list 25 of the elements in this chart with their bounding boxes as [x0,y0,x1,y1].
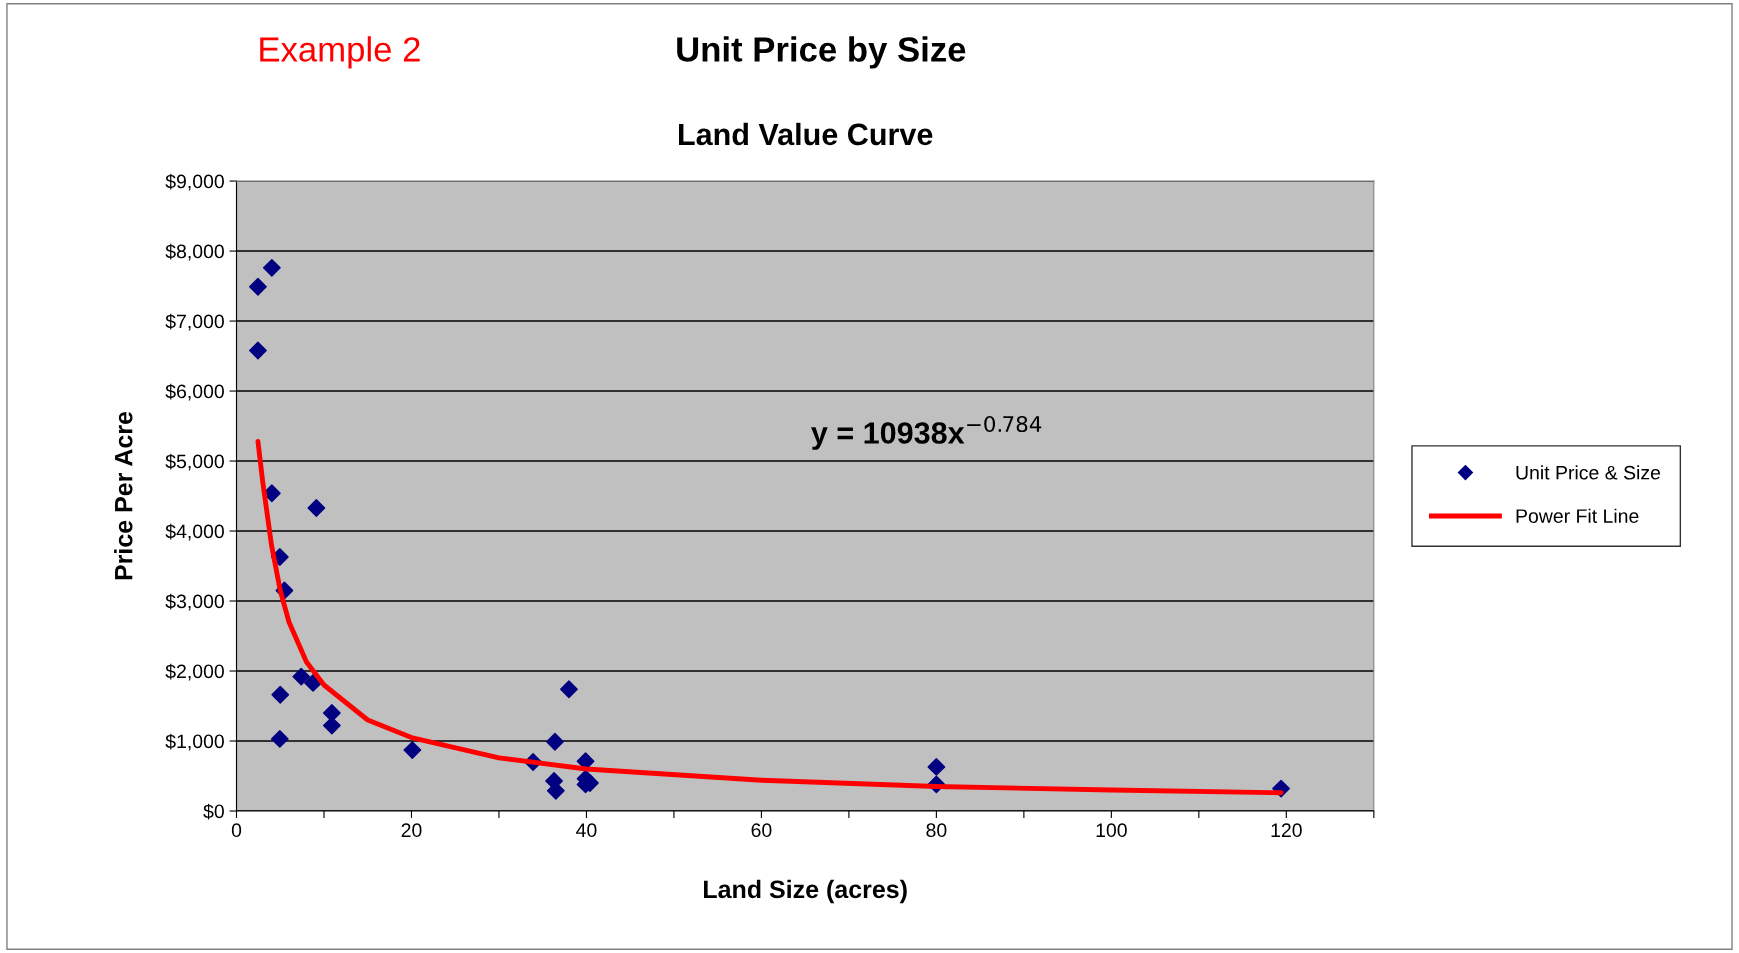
y-tick-label: $2,000 [165,663,224,681]
x-tick-label: 20 [401,823,422,838]
y-tick-label: $3,000 [165,593,224,611]
y-axis-title: Price Per Acre [114,411,133,580]
legend-label: Power Fit Line [1516,508,1639,523]
y-tick-label: $5,000 [165,453,224,471]
annotation: y = 10938x$^{−0.784}$ [811,415,1042,450]
y-tick-label: $7,000 [165,313,224,331]
chart-subtitle: Land Value Curve [679,122,933,146]
y-tick-label: $1,000 [165,733,224,751]
legend-label: Unit Price & Size [1516,465,1661,480]
x-tick-label: 100 [1096,823,1127,838]
x-tick-label: 40 [576,823,597,838]
chart-title: Unit Price by Size [677,36,966,69]
x-tick-label: 80 [926,823,947,838]
y-tick-label: $0 [203,803,224,820]
x-axis-title: Land Size (acres) [704,879,907,904]
x-tick-label: 0 [231,823,242,838]
y-tick-label: $8,000 [165,243,224,261]
text: Example 2 [260,36,420,69]
y-tick-label: $6,000 [165,383,224,401]
y-tick-label: $4,000 [165,523,224,541]
x-tick-label: 120 [1271,823,1302,838]
y-tick-label: $9,000 [165,173,224,191]
x-tick-label: 60 [751,823,772,838]
